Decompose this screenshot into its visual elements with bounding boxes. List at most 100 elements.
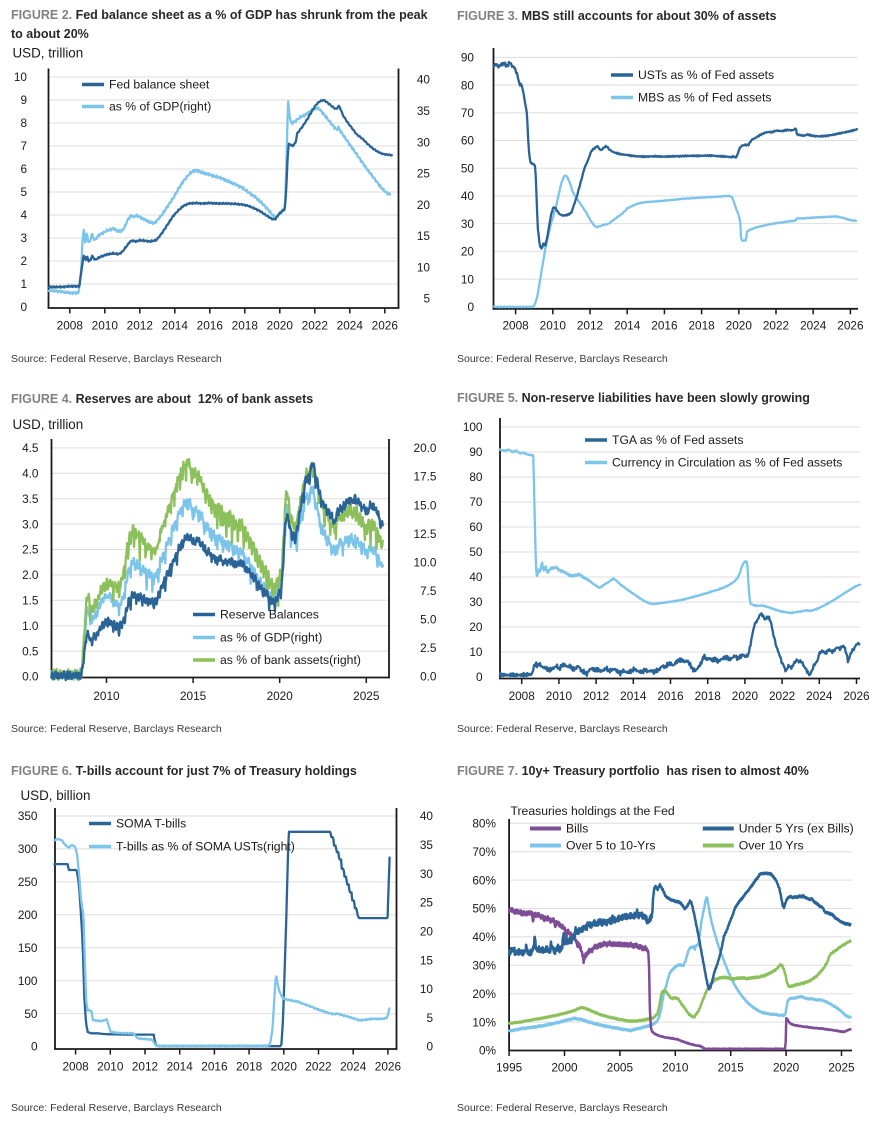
svg-text:2026: 2026 (843, 689, 870, 703)
svg-text:2008: 2008 (502, 319, 529, 333)
svg-text:0: 0 (476, 670, 483, 684)
svg-text:2012: 2012 (132, 1060, 158, 1074)
svg-text:300: 300 (18, 842, 38, 856)
svg-text:Under 5 Yrs (ex Bills): Under 5 Yrs (ex Bills) (739, 822, 854, 836)
svg-text:30: 30 (420, 867, 434, 881)
svg-text:2022: 2022 (302, 319, 328, 333)
svg-text:Currency in Circulation as % o: Currency in Circulation as % of Fed asse… (612, 456, 842, 470)
svg-text:1.0: 1.0 (22, 619, 39, 633)
svg-text:50%: 50% (472, 902, 496, 916)
svg-text:7: 7 (20, 139, 27, 153)
svg-text:USD, billion: USD, billion (21, 788, 91, 803)
svg-text:Fed balance sheet: Fed balance sheet (109, 78, 210, 92)
svg-text:50: 50 (24, 1007, 38, 1021)
svg-text:MBS as % of Fed assets: MBS as % of Fed assets (638, 91, 771, 105)
svg-text:10.0: 10.0 (414, 555, 437, 569)
svg-text:2022: 2022 (305, 1060, 331, 1074)
svg-text:2018: 2018 (695, 689, 722, 703)
svg-text:FIGURE 4. Reserves are about: FIGURE 4. Reserves are about 12% of bank… (11, 392, 313, 406)
svg-text:Source: Federal Reserve, Barcl: Source: Federal Reserve, Barclays Resear… (457, 1102, 668, 1114)
svg-text:2010: 2010 (93, 689, 120, 703)
svg-text:as % of GDP(right): as % of GDP(right) (220, 631, 322, 645)
svg-text:70: 70 (461, 106, 475, 120)
svg-text:20: 20 (417, 198, 431, 212)
svg-text:2015: 2015 (718, 1061, 745, 1075)
svg-text:90: 90 (461, 51, 475, 65)
svg-text:150: 150 (18, 941, 38, 955)
svg-text:2020: 2020 (726, 319, 753, 333)
svg-text:5: 5 (20, 185, 27, 199)
svg-text:250: 250 (18, 875, 38, 889)
svg-text:10%: 10% (472, 1015, 496, 1029)
svg-text:80: 80 (461, 78, 475, 92)
svg-text:2012: 2012 (127, 319, 153, 333)
svg-text:2008: 2008 (509, 689, 536, 703)
svg-text:80%: 80% (472, 817, 496, 831)
svg-text:30: 30 (469, 595, 483, 609)
svg-text:SOMA T-bills: SOMA T-bills (116, 817, 186, 831)
svg-text:70: 70 (469, 495, 483, 509)
svg-text:2026: 2026 (375, 1060, 402, 1074)
svg-text:50: 50 (461, 161, 475, 175)
svg-text:10: 10 (461, 272, 475, 286)
svg-text:2024: 2024 (806, 689, 833, 703)
svg-text:100: 100 (18, 974, 38, 988)
svg-text:50: 50 (469, 545, 483, 559)
svg-text:Bills: Bills (566, 822, 588, 836)
svg-text:USTs as % of Fed assets: USTs as % of Fed assets (638, 68, 774, 82)
svg-text:2018: 2018 (232, 319, 259, 333)
svg-text:0: 0 (31, 1040, 38, 1054)
svg-text:80: 80 (469, 470, 483, 484)
svg-text:2012: 2012 (577, 319, 603, 333)
svg-text:90: 90 (469, 445, 483, 459)
svg-text:2010: 2010 (92, 319, 119, 333)
svg-text:Source: Federal Reserve, Barcl: Source: Federal Reserve, Barclays Resear… (11, 353, 222, 365)
svg-text:2.0: 2.0 (22, 568, 39, 582)
svg-text:5.0: 5.0 (420, 613, 437, 627)
svg-text:1: 1 (20, 277, 27, 291)
svg-text:100: 100 (463, 420, 483, 434)
svg-text:2018: 2018 (236, 1060, 263, 1074)
svg-text:2008: 2008 (62, 1060, 89, 1074)
svg-text:FIGURE 5. Non-reserve liabilit: FIGURE 5. Non-reserve liabilities have b… (457, 391, 810, 405)
svg-text:FIGURE 2. Fed balance sheet as: FIGURE 2. Fed balance sheet as a % of GD… (11, 8, 428, 22)
svg-text:200: 200 (18, 908, 38, 922)
svg-text:USD, trillion: USD, trillion (13, 417, 84, 432)
svg-text:FIGURE 6. T-bills account for: FIGURE 6. T-bills account for just 7% of… (11, 764, 357, 778)
svg-text:10: 10 (469, 645, 483, 659)
svg-text:9: 9 (20, 93, 27, 107)
svg-text:5: 5 (423, 292, 430, 306)
svg-text:2010: 2010 (97, 1060, 124, 1074)
svg-text:4: 4 (20, 208, 27, 222)
svg-text:350: 350 (18, 809, 38, 823)
svg-text:30: 30 (461, 217, 475, 231)
svg-text:2018: 2018 (688, 319, 715, 333)
svg-text:17.5: 17.5 (414, 470, 437, 484)
svg-text:10: 10 (420, 982, 434, 996)
svg-text:20: 20 (461, 245, 475, 259)
svg-text:15.0: 15.0 (414, 498, 437, 512)
svg-text:2: 2 (20, 254, 27, 268)
svg-text:2016: 2016 (197, 319, 224, 333)
svg-text:40: 40 (420, 809, 434, 823)
svg-text:7.5: 7.5 (420, 584, 437, 598)
svg-text:2008: 2008 (57, 319, 84, 333)
svg-text:5: 5 (426, 1011, 433, 1025)
svg-text:20.0: 20.0 (414, 441, 437, 455)
svg-text:to about 20%: to about 20% (11, 27, 89, 41)
svg-text:0.0: 0.0 (420, 670, 437, 684)
svg-text:TGA as % of Fed assets: TGA as % of Fed assets (612, 433, 743, 447)
svg-text:12.5: 12.5 (414, 527, 437, 541)
svg-text:2020: 2020 (732, 689, 759, 703)
svg-text:8: 8 (20, 116, 27, 130)
svg-text:2020: 2020 (271, 1060, 298, 1074)
svg-text:10: 10 (417, 260, 431, 274)
svg-text:Over 5 to 10-Yrs: Over 5 to 10-Yrs (566, 839, 655, 853)
svg-text:2.5: 2.5 (22, 543, 39, 557)
svg-text:2024: 2024 (800, 319, 827, 333)
svg-text:Source: Federal Reserve, Barcl: Source: Federal Reserve, Barclays Resear… (11, 723, 222, 735)
svg-text:35: 35 (420, 838, 434, 852)
svg-text:2025: 2025 (353, 689, 380, 703)
svg-text:30: 30 (417, 135, 431, 149)
svg-text:35: 35 (417, 104, 431, 118)
